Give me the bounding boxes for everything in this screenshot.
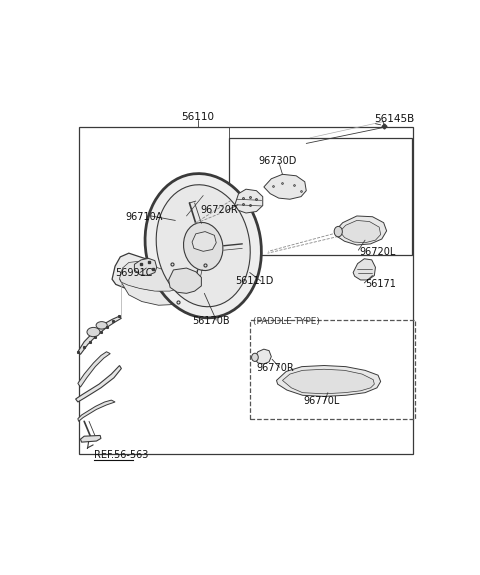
Ellipse shape <box>334 227 342 237</box>
Text: REF.56-563: REF.56-563 <box>94 450 149 460</box>
Text: 56170B: 56170B <box>192 316 230 326</box>
Ellipse shape <box>156 185 250 306</box>
Text: 96710A: 96710A <box>125 212 162 222</box>
Polygon shape <box>78 400 115 421</box>
Text: 96720R: 96720R <box>201 205 239 216</box>
Polygon shape <box>192 232 216 251</box>
Polygon shape <box>120 262 185 291</box>
Polygon shape <box>134 258 156 275</box>
Polygon shape <box>353 259 375 280</box>
Polygon shape <box>78 316 121 354</box>
Text: 56111D: 56111D <box>235 277 273 286</box>
Polygon shape <box>282 369 374 394</box>
Text: 56145B: 56145B <box>374 113 415 124</box>
Text: 96770L: 96770L <box>304 396 340 406</box>
Bar <box>79 126 413 454</box>
Polygon shape <box>335 216 386 245</box>
Polygon shape <box>120 279 193 305</box>
Polygon shape <box>340 220 381 243</box>
Polygon shape <box>81 435 101 442</box>
Ellipse shape <box>96 321 107 329</box>
Text: (PADDLE TYPE): (PADDLE TYPE) <box>252 317 320 326</box>
Text: 56110: 56110 <box>181 112 214 122</box>
Text: 96770R: 96770R <box>256 363 294 373</box>
Polygon shape <box>76 366 121 402</box>
Ellipse shape <box>87 327 100 337</box>
Polygon shape <box>112 253 192 295</box>
Polygon shape <box>78 352 110 387</box>
Polygon shape <box>264 174 306 199</box>
Text: 56991C: 56991C <box>115 267 153 278</box>
Text: 96730D: 96730D <box>258 156 297 166</box>
Text: 56171: 56171 <box>365 279 396 289</box>
Polygon shape <box>168 268 202 293</box>
Bar <box>250 320 415 419</box>
Polygon shape <box>235 189 263 213</box>
Text: 96720L: 96720L <box>360 247 396 256</box>
Ellipse shape <box>183 223 223 270</box>
Ellipse shape <box>145 174 262 318</box>
Polygon shape <box>276 366 381 396</box>
Bar <box>229 138 411 255</box>
Polygon shape <box>254 349 271 364</box>
Ellipse shape <box>252 353 258 362</box>
